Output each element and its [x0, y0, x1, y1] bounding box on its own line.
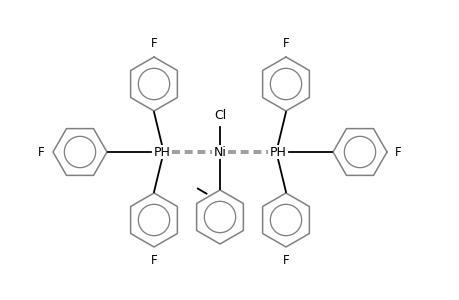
Text: F: F	[151, 254, 157, 267]
Text: F: F	[394, 146, 401, 158]
Text: Ni: Ni	[213, 146, 226, 158]
Text: F: F	[282, 37, 289, 50]
Text: F: F	[38, 146, 45, 158]
Text: PH: PH	[269, 146, 286, 158]
Text: Cl: Cl	[213, 109, 226, 122]
Text: F: F	[151, 37, 157, 50]
Text: F: F	[282, 254, 289, 267]
Text: PH: PH	[153, 146, 170, 158]
